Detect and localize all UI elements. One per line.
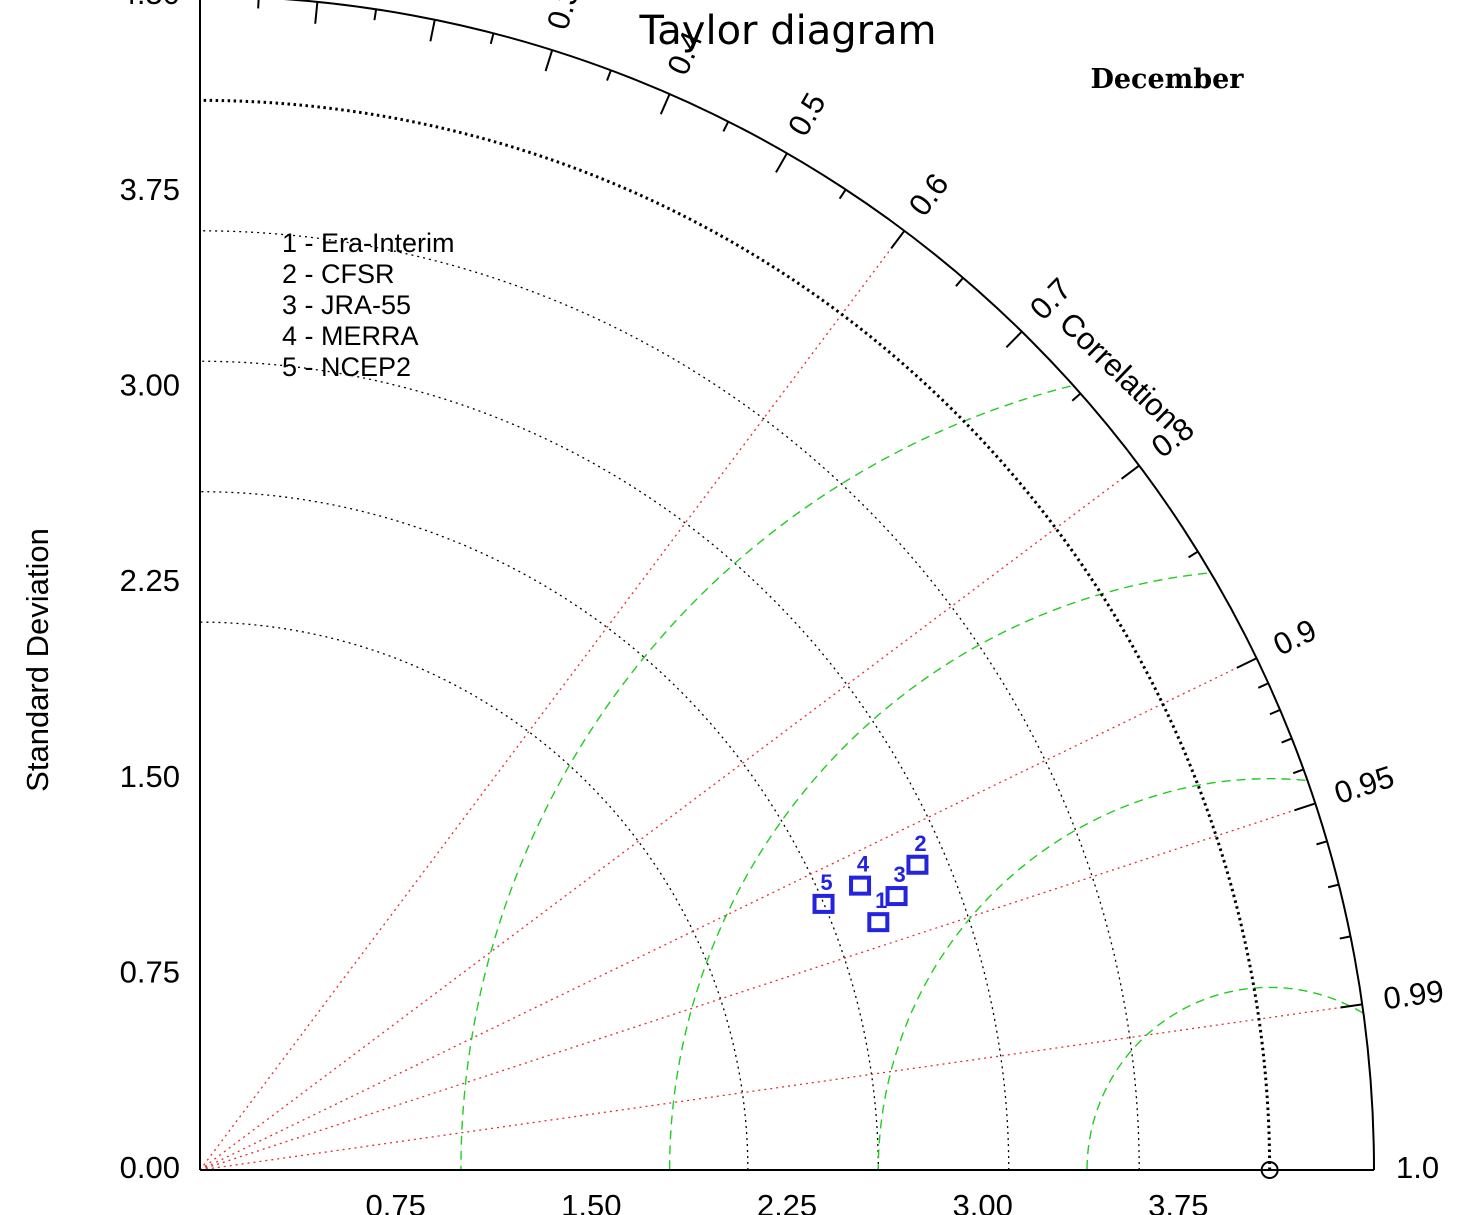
axes-layer (199, 0, 1375, 1179)
correlation-tick-label: 0.99 (1381, 973, 1446, 1016)
correlation-major-tick (1005, 330, 1023, 349)
data-point-label: 4 (857, 852, 870, 877)
std-contour (199, 621, 749, 1171)
std-tick-label: 3.75 (120, 172, 180, 207)
tick-labels-layer: 0.00.10.20.30.40.50.60.70.80.90.950.991.… (120, 0, 1446, 1215)
x-tick-label: 3.75 (1148, 1188, 1208, 1215)
data-point-label: 2 (914, 831, 926, 856)
correlation-ray (199, 465, 1140, 1171)
std-tick-label: 4.50 (120, 0, 180, 11)
correlation-arc (283, 0, 1375, 1171)
correlation-ray (199, 1003, 1363, 1171)
std-tick-label: 1.50 (120, 759, 180, 794)
correlation-minor-tick (1339, 935, 1351, 940)
correlation-minor-tick (1292, 768, 1304, 775)
rms-contour (877, 778, 1306, 1170)
x-tick-label: 0.75 (365, 1188, 425, 1215)
legend-entry: 1 - Era-Interim (282, 228, 455, 258)
std-contour (199, 230, 1140, 1171)
data-point-marker (867, 912, 890, 933)
correlation-minor-tick (955, 277, 964, 287)
data-point-label: 1 (875, 888, 887, 913)
reference-point-marker (1260, 1161, 1279, 1179)
legend-entry: 5 - NCEP2 (282, 352, 411, 382)
correlation-major-tick (659, 93, 671, 115)
correlation-minor-tick (1316, 840, 1328, 846)
x-tick-label: 2.25 (757, 1188, 817, 1215)
correlation-tick-label: 0.3 (540, 0, 586, 34)
correlation-major-tick (544, 49, 554, 72)
chart-title: Taylor diagram (638, 8, 936, 54)
correlation-major-tick (890, 230, 906, 249)
correlation-major-tick (1294, 802, 1316, 812)
data-point-marker (849, 875, 872, 896)
correlation-major-tick (1120, 464, 1140, 480)
correlation-ray (199, 230, 905, 1171)
correlation-minor-tick (1188, 550, 1199, 559)
rms-contour (460, 385, 1071, 1171)
reference-std-arc (199, 98, 1272, 1171)
correlation-minor-tick (722, 121, 730, 132)
correlation-minor-tick (1327, 883, 1340, 889)
correlation-major-tick (429, 19, 436, 42)
legend-entry: 2 - CFSR (282, 259, 395, 289)
correlation-minor-tick (373, 9, 378, 21)
correlation-minor-tick (1269, 708, 1281, 716)
y-axis-label: Standard Deviation (20, 528, 55, 792)
std-contour (199, 491, 879, 1171)
rms-contour (1086, 986, 1364, 1170)
correlation-tick-label: 0.2 (420, 0, 463, 1)
data-point-marker (885, 886, 908, 907)
correlation-ray (199, 802, 1316, 1171)
data-point-marker (812, 893, 835, 914)
chart-subtitle: December (1090, 64, 1244, 95)
correlation-major-tick (314, 1, 319, 24)
legend-entry: 3 - JRA-55 (282, 290, 411, 320)
correlation-minor-tick (489, 33, 495, 45)
data-point-label: 5 (820, 870, 832, 895)
grid-layer (199, 98, 1364, 1171)
x-tick-label: 1.50 (561, 1188, 621, 1215)
correlation-minor-tick (257, 0, 260, 9)
correlation-major-tick (1236, 657, 1258, 669)
correlation-tick-label: 0.95 (1330, 759, 1398, 811)
correlation-minor-tick (606, 69, 612, 81)
std-tick-label: 2.25 (120, 563, 180, 598)
std-tick-label: 3.00 (120, 368, 180, 403)
correlation-minor-tick (1257, 682, 1269, 689)
x-tick-label: 3.00 (952, 1188, 1012, 1215)
rms-contour (668, 572, 1207, 1171)
correlation-tick-label: 0.9 (1268, 612, 1322, 662)
std-tick-label: 0.00 (120, 1150, 180, 1185)
correlation-major-tick (775, 152, 788, 173)
correlation-minor-tick (838, 188, 847, 200)
correlation-minor-tick (1071, 392, 1082, 402)
correlation-ray (199, 657, 1257, 1171)
correlation-axis-label: Correlation (1053, 305, 1186, 436)
correlation-tick-label: 1.0 (1396, 1150, 1439, 1185)
correlation-tick-label: 0.5 (781, 87, 833, 142)
correlation-tick-label: 0.6 (902, 167, 956, 222)
data-point-marker (906, 854, 929, 875)
correlation-minor-tick (1281, 737, 1293, 744)
std-tick-label: 0.75 (120, 955, 180, 990)
data-point-label: 3 (893, 862, 905, 887)
correlation-major-tick (1340, 1003, 1363, 1009)
legend-entry: 4 - MERRA (282, 321, 419, 351)
std-contour (199, 360, 1010, 1171)
